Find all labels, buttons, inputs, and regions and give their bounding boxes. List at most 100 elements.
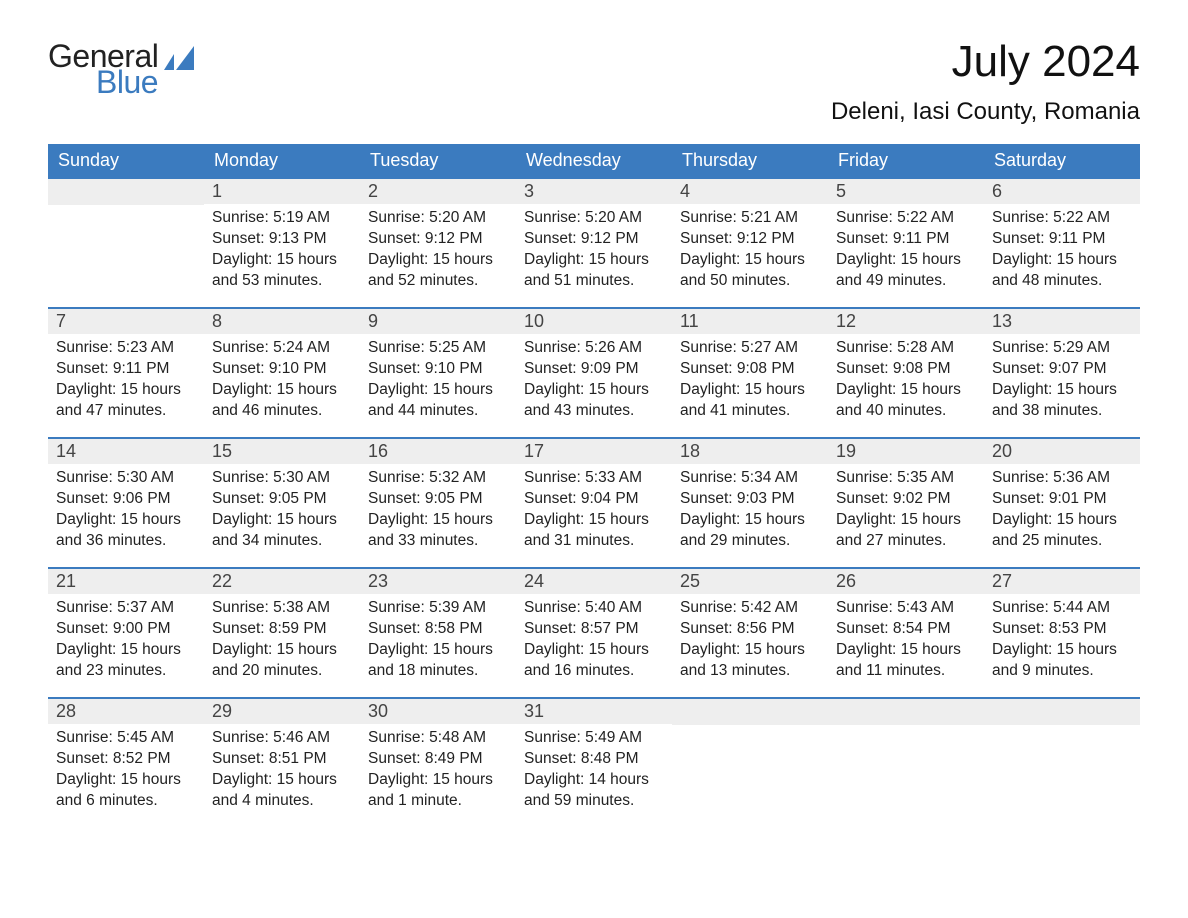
day-daylight2: and 36 minutes. [56, 531, 196, 552]
calendar-day-cell: 5Sunrise: 5:22 AMSunset: 9:11 PMDaylight… [828, 178, 984, 308]
day-sunrise: Sunrise: 5:20 AM [524, 208, 664, 229]
day-daylight1: Daylight: 15 hours [992, 250, 1132, 271]
day-sunrise: Sunrise: 5:35 AM [836, 468, 976, 489]
calendar-day-cell: 21Sunrise: 5:37 AMSunset: 9:00 PMDayligh… [48, 568, 204, 698]
day-daylight2: and 46 minutes. [212, 401, 352, 422]
location-label: Deleni, Iasi County, Romania [831, 98, 1140, 126]
day-number: 3 [516, 179, 672, 204]
day-sunrise: Sunrise: 5:33 AM [524, 468, 664, 489]
day-number: 23 [360, 569, 516, 594]
day-sunset: Sunset: 9:12 PM [680, 229, 820, 250]
day-daylight1: Daylight: 15 hours [56, 380, 196, 401]
day-sunset: Sunset: 9:01 PM [992, 489, 1132, 510]
day-daylight2: and 50 minutes. [680, 271, 820, 292]
day-sunset: Sunset: 9:02 PM [836, 489, 976, 510]
day-sunset: Sunset: 9:11 PM [992, 229, 1132, 250]
day-daylight1: Daylight: 14 hours [524, 770, 664, 791]
day-daylight2: and 9 minutes. [992, 661, 1132, 682]
day-number: 6 [984, 179, 1140, 204]
day-daylight2: and 51 minutes. [524, 271, 664, 292]
day-sunrise: Sunrise: 5:26 AM [524, 338, 664, 359]
day-details: Sunrise: 5:22 AMSunset: 9:11 PMDaylight:… [828, 204, 984, 292]
day-daylight1: Daylight: 15 hours [368, 380, 508, 401]
day-number: 12 [828, 309, 984, 334]
day-sunset: Sunset: 9:13 PM [212, 229, 352, 250]
calendar-day-cell: 2Sunrise: 5:20 AMSunset: 9:12 PMDaylight… [360, 178, 516, 308]
day-sunset: Sunset: 9:11 PM [56, 359, 196, 380]
day-sunrise: Sunrise: 5:38 AM [212, 598, 352, 619]
calendar-week-row: 7Sunrise: 5:23 AMSunset: 9:11 PMDaylight… [48, 308, 1140, 438]
day-sunrise: Sunrise: 5:48 AM [368, 728, 508, 749]
calendar-day-cell: 3Sunrise: 5:20 AMSunset: 9:12 PMDaylight… [516, 178, 672, 308]
day-sunrise: Sunrise: 5:40 AM [524, 598, 664, 619]
day-details: Sunrise: 5:48 AMSunset: 8:49 PMDaylight:… [360, 724, 516, 812]
day-number: 22 [204, 569, 360, 594]
day-details: Sunrise: 5:33 AMSunset: 9:04 PMDaylight:… [516, 464, 672, 552]
calendar-body: 1Sunrise: 5:19 AMSunset: 9:13 PMDaylight… [48, 178, 1140, 827]
day-details: Sunrise: 5:20 AMSunset: 9:12 PMDaylight:… [516, 204, 672, 292]
day-sunset: Sunset: 8:52 PM [56, 749, 196, 770]
day-header-monday: Monday [204, 144, 360, 178]
day-sunset: Sunset: 9:07 PM [992, 359, 1132, 380]
calendar-day-cell: 28Sunrise: 5:45 AMSunset: 8:52 PMDayligh… [48, 698, 204, 827]
calendar-day-cell [984, 698, 1140, 827]
day-daylight1: Daylight: 15 hours [368, 510, 508, 531]
day-sunset: Sunset: 9:04 PM [524, 489, 664, 510]
day-daylight2: and 43 minutes. [524, 401, 664, 422]
calendar-day-cell: 15Sunrise: 5:30 AMSunset: 9:05 PMDayligh… [204, 438, 360, 568]
day-sunrise: Sunrise: 5:30 AM [56, 468, 196, 489]
day-sunrise: Sunrise: 5:21 AM [680, 208, 820, 229]
day-daylight2: and 13 minutes. [680, 661, 820, 682]
day-sunrise: Sunrise: 5:43 AM [836, 598, 976, 619]
calendar-header-row: Sunday Monday Tuesday Wednesday Thursday… [48, 144, 1140, 178]
calendar-day-cell: 8Sunrise: 5:24 AMSunset: 9:10 PMDaylight… [204, 308, 360, 438]
calendar-day-cell: 9Sunrise: 5:25 AMSunset: 9:10 PMDaylight… [360, 308, 516, 438]
day-daylight2: and 34 minutes. [212, 531, 352, 552]
day-number: 9 [360, 309, 516, 334]
day-details: Sunrise: 5:42 AMSunset: 8:56 PMDaylight:… [672, 594, 828, 682]
calendar-page: General Blue July 2024 Deleni, Iasi Coun… [0, 0, 1188, 918]
calendar-day-cell: 11Sunrise: 5:27 AMSunset: 9:08 PMDayligh… [672, 308, 828, 438]
day-daylight1: Daylight: 15 hours [56, 510, 196, 531]
day-number: 1 [204, 179, 360, 204]
calendar-day-cell: 31Sunrise: 5:49 AMSunset: 8:48 PMDayligh… [516, 698, 672, 827]
day-details: Sunrise: 5:26 AMSunset: 9:09 PMDaylight:… [516, 334, 672, 422]
day-daylight2: and 49 minutes. [836, 271, 976, 292]
day-sunset: Sunset: 8:54 PM [836, 619, 976, 640]
day-sunset: Sunset: 9:08 PM [680, 359, 820, 380]
day-daylight1: Daylight: 15 hours [680, 510, 820, 531]
day-sunrise: Sunrise: 5:22 AM [992, 208, 1132, 229]
day-details: Sunrise: 5:22 AMSunset: 9:11 PMDaylight:… [984, 204, 1140, 292]
day-daylight2: and 40 minutes. [836, 401, 976, 422]
day-sunrise: Sunrise: 5:29 AM [992, 338, 1132, 359]
day-daylight1: Daylight: 15 hours [524, 380, 664, 401]
day-details: Sunrise: 5:20 AMSunset: 9:12 PMDaylight:… [360, 204, 516, 292]
day-daylight1: Daylight: 15 hours [992, 510, 1132, 531]
day-daylight2: and 47 minutes. [56, 401, 196, 422]
calendar-day-cell: 27Sunrise: 5:44 AMSunset: 8:53 PMDayligh… [984, 568, 1140, 698]
day-daylight1: Daylight: 15 hours [524, 510, 664, 531]
day-header-friday: Friday [828, 144, 984, 178]
day-daylight2: and 1 minute. [368, 791, 508, 812]
day-daylight2: and 52 minutes. [368, 271, 508, 292]
day-sunset: Sunset: 9:11 PM [836, 229, 976, 250]
day-details: Sunrise: 5:32 AMSunset: 9:05 PMDaylight:… [360, 464, 516, 552]
day-daylight2: and 25 minutes. [992, 531, 1132, 552]
day-number: 10 [516, 309, 672, 334]
day-daylight1: Daylight: 15 hours [56, 640, 196, 661]
day-details: Sunrise: 5:21 AMSunset: 9:12 PMDaylight:… [672, 204, 828, 292]
day-sunset: Sunset: 9:00 PM [56, 619, 196, 640]
day-daylight2: and 11 minutes. [836, 661, 976, 682]
calendar-day-cell: 22Sunrise: 5:38 AMSunset: 8:59 PMDayligh… [204, 568, 360, 698]
calendar-week-row: 28Sunrise: 5:45 AMSunset: 8:52 PMDayligh… [48, 698, 1140, 827]
day-number: 21 [48, 569, 204, 594]
day-number [984, 699, 1140, 725]
day-number: 16 [360, 439, 516, 464]
calendar-day-cell: 20Sunrise: 5:36 AMSunset: 9:01 PMDayligh… [984, 438, 1140, 568]
day-details: Sunrise: 5:19 AMSunset: 9:13 PMDaylight:… [204, 204, 360, 292]
calendar-day-cell: 17Sunrise: 5:33 AMSunset: 9:04 PMDayligh… [516, 438, 672, 568]
calendar-day-cell: 10Sunrise: 5:26 AMSunset: 9:09 PMDayligh… [516, 308, 672, 438]
day-daylight1: Daylight: 15 hours [836, 640, 976, 661]
day-daylight2: and 53 minutes. [212, 271, 352, 292]
calendar-week-row: 14Sunrise: 5:30 AMSunset: 9:06 PMDayligh… [48, 438, 1140, 568]
